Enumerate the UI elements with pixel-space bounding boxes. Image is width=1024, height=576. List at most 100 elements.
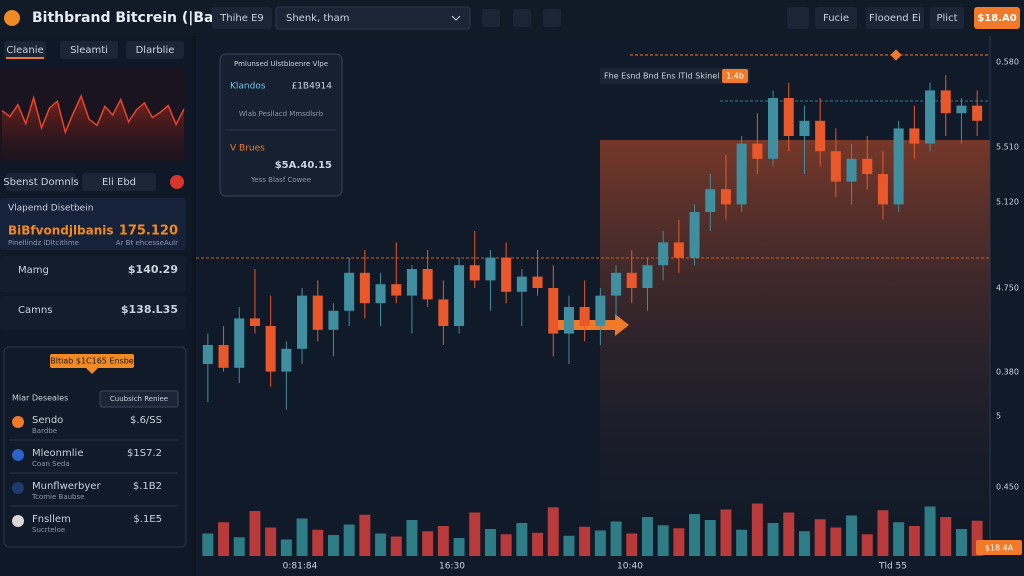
icon-button[interactable] xyxy=(482,9,500,27)
watch-value: 175.120 xyxy=(119,224,178,239)
volume-bar xyxy=(312,529,324,556)
volume-bar xyxy=(280,539,292,556)
candle-body xyxy=(736,143,747,205)
watch-name: BiBfvondjlbanis xyxy=(8,224,114,238)
icon-button[interactable] xyxy=(513,9,531,27)
candle-body xyxy=(799,120,810,136)
side-tab-label: Dlarblie xyxy=(136,45,175,56)
tooltip-name: Klandos xyxy=(230,82,266,92)
tooltip-name: V Brues xyxy=(230,144,265,154)
candle-body xyxy=(673,242,684,258)
candle-body xyxy=(516,276,527,292)
button[interactable] xyxy=(82,173,156,191)
volume-bar xyxy=(594,530,606,556)
candle-body xyxy=(877,174,888,205)
button[interactable] xyxy=(815,7,857,29)
item-name: Fnsllem xyxy=(32,514,71,525)
volume-bar xyxy=(500,534,512,556)
side-tab[interactable] xyxy=(4,41,46,59)
watch-sub: Ar Bt ehcesseAulr xyxy=(116,239,178,247)
candle-body xyxy=(281,348,292,372)
button-label: Plict xyxy=(936,13,957,24)
price-button[interactable] xyxy=(974,7,1020,29)
tooltip-sub: Wlab Pesllacd Mmsdlsrb xyxy=(239,110,324,118)
badge-text: 1.4b xyxy=(726,72,744,81)
candle-body xyxy=(752,143,763,159)
volume-bar xyxy=(218,522,230,556)
candle-body xyxy=(359,272,370,304)
candle-body xyxy=(862,158,873,174)
item-sub: Tcomie Baubse xyxy=(31,493,84,501)
volume-bar xyxy=(924,506,936,556)
button[interactable] xyxy=(866,7,924,29)
volume-bar xyxy=(406,520,418,556)
candle-body xyxy=(328,310,339,330)
candle-body xyxy=(611,272,622,296)
volume-bar xyxy=(673,528,685,556)
chart-label-box xyxy=(600,68,750,84)
volume-bar xyxy=(908,526,920,556)
marker xyxy=(890,49,902,61)
button[interactable] xyxy=(930,7,964,29)
coin-icon xyxy=(12,482,24,494)
y-axis-label: 0.450 xyxy=(996,483,1019,492)
candle-body xyxy=(705,189,716,212)
candle-body xyxy=(344,272,355,311)
candle-body xyxy=(438,299,449,326)
x-axis-label: 10:40 xyxy=(617,562,643,572)
alert-icon[interactable] xyxy=(170,175,184,189)
candle-body xyxy=(422,269,433,300)
volume-bar xyxy=(814,519,826,556)
candle-body xyxy=(234,318,245,368)
dropdown-icon xyxy=(451,15,461,21)
tooltip-value: $5A.40.15 xyxy=(275,160,332,171)
item-sub: Coan Seda xyxy=(32,460,70,468)
volume-bar xyxy=(375,533,387,556)
item-value: $1S7.2 xyxy=(127,448,162,459)
volume-bar xyxy=(453,538,465,556)
button[interactable] xyxy=(6,173,76,191)
volume-bar xyxy=(484,529,496,556)
volume-bar xyxy=(783,512,795,556)
sparkline-area xyxy=(2,96,184,160)
volume-bar xyxy=(390,536,402,556)
y-axis-label: 0.580 xyxy=(996,58,1019,67)
select[interactable] xyxy=(99,390,179,408)
row-value: $140.29 xyxy=(128,263,178,276)
candle-body xyxy=(265,326,276,372)
row-card[interactable] xyxy=(0,296,186,330)
price-tag-text: $18.4A xyxy=(985,544,1014,553)
volume-bar xyxy=(736,529,748,556)
volume-bar xyxy=(610,521,622,556)
candle-body xyxy=(720,189,731,205)
item-name: Sendo xyxy=(32,415,63,426)
volume-bar xyxy=(704,520,716,556)
phone-button[interactable] xyxy=(787,7,809,29)
row-card[interactable] xyxy=(0,256,186,292)
volume-bar xyxy=(940,517,952,556)
watch-sub: Pinellindz lDltcitlime xyxy=(8,239,79,247)
side-tab[interactable] xyxy=(126,41,184,59)
volume-bar xyxy=(327,535,339,556)
candle-body xyxy=(595,295,606,326)
search-box[interactable] xyxy=(275,6,471,30)
volume-bar xyxy=(233,537,245,556)
icon-button[interactable] xyxy=(543,9,561,27)
candle-body xyxy=(391,284,402,296)
x-axis-label: 16:30 xyxy=(439,562,465,572)
x-axis-label: Tld 55 xyxy=(878,562,907,572)
candle-body xyxy=(501,257,512,292)
y-axis-label: 5 xyxy=(996,412,1001,421)
candle-body xyxy=(249,318,260,326)
button-label: Eli Ebd xyxy=(102,177,136,188)
coin-icon xyxy=(12,515,24,527)
tab[interactable] xyxy=(212,7,272,29)
candle-body xyxy=(893,128,904,205)
side-tab[interactable] xyxy=(60,41,118,59)
y-axis-label: 5.120 xyxy=(996,198,1019,207)
button-label: Flooend Ei xyxy=(869,13,921,24)
volume-bar xyxy=(861,534,873,556)
candle-body xyxy=(846,158,857,182)
popover-text: Bltiab $1C165 Ensbe xyxy=(50,357,134,366)
